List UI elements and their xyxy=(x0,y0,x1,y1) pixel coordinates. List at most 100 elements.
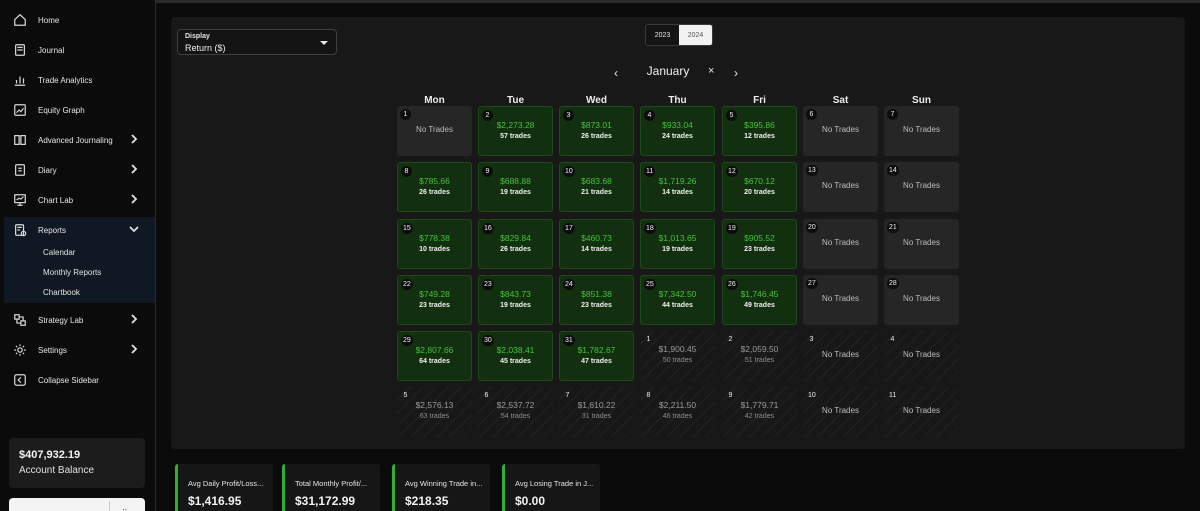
sidebar-item-chart-lab[interactable]: Chart Lab xyxy=(0,185,155,215)
calendar-day-cell[interactable]: 7 $1,610.22 31 trades xyxy=(559,387,634,437)
no-trades-label: No Trades xyxy=(903,125,940,134)
calendar-day-cell[interactable]: 2 $2,059.50 51 trades xyxy=(722,331,797,381)
top-bar xyxy=(156,0,1200,3)
sidebar-subitem-monthly-reports[interactable]: Monthly Reports xyxy=(43,268,102,277)
calendar-day-cell[interactable]: 10 $683.68 21 trades xyxy=(559,162,634,212)
chevron-right-icon xyxy=(129,164,141,176)
day-pnl: $683.68 xyxy=(581,176,612,186)
day-number: 9 xyxy=(482,166,493,177)
calendar-day-cell[interactable]: 28 No Trades xyxy=(884,275,959,325)
calendar-day-cell[interactable]: 21 No Trades xyxy=(884,219,959,269)
calendar-day-cell[interactable]: 20 No Trades xyxy=(803,219,878,269)
sidebar-subitem-chartbook[interactable]: Chartbook xyxy=(43,288,80,297)
calendar-day-cell[interactable]: 10 No Trades xyxy=(803,387,878,437)
day-number: 7 xyxy=(565,392,570,399)
year-button-2024[interactable]: 2024 xyxy=(679,25,712,45)
day-number: 1 xyxy=(646,336,651,343)
calendar-day-cell[interactable]: 29 $2,807.66 64 trades xyxy=(397,331,472,381)
next-month-button[interactable]: › xyxy=(734,66,738,80)
account-selector-divider xyxy=(109,501,110,511)
calendar-day-cell[interactable]: 8 $785.66 26 trades xyxy=(397,162,472,212)
sidebar-item-journal[interactable]: Journal xyxy=(0,35,155,65)
calendar-day-cell[interactable]: 17 $460.73 14 trades xyxy=(559,219,634,269)
calendar-day-cell[interactable]: 15 $778.38 10 trades xyxy=(397,219,472,269)
weekday-mon: Mon xyxy=(424,95,445,106)
calendar-day-cell[interactable]: 1 No Trades xyxy=(397,106,472,156)
calendar-day-cell[interactable]: 9 $1,779.71 42 trades xyxy=(722,387,797,437)
clear-month-button[interactable]: × xyxy=(708,65,715,77)
calendar-day-cell[interactable]: 3 $873.01 26 trades xyxy=(559,106,634,156)
prev-month-button[interactable]: ‹ xyxy=(614,66,618,80)
day-number: 14 xyxy=(887,165,899,176)
sidebar-item-trade-analytics[interactable]: Trade Analytics xyxy=(0,65,155,95)
day-pnl: $933.04 xyxy=(662,120,693,130)
day-number: 13 xyxy=(806,165,818,176)
day-trade-count: 57 trades xyxy=(500,133,531,140)
sidebar-item-collapse[interactable]: Collapse Sidebar xyxy=(0,365,155,395)
day-number: 9 xyxy=(728,392,733,399)
day-pnl: $851.38 xyxy=(581,289,612,299)
day-number: 16 xyxy=(482,223,494,234)
calendar-day-cell[interactable]: 11 No Trades xyxy=(884,387,959,437)
day-trade-count: 44 trades xyxy=(662,302,693,309)
calendar-day-cell[interactable]: 13 No Trades xyxy=(803,162,878,212)
line-chart-icon xyxy=(12,103,27,118)
diary-icon xyxy=(12,163,27,178)
calendar-day-cell[interactable]: 19 $905.52 23 trades xyxy=(722,219,797,269)
day-trade-count: 21 trades xyxy=(581,189,612,196)
chevron-right-icon xyxy=(129,194,141,206)
sidebar-item-diary[interactable]: Diary xyxy=(0,155,155,185)
calendar-day-cell[interactable]: 4 No Trades xyxy=(884,331,959,381)
calendar-day-cell[interactable]: 2 $2,273.28 57 trades xyxy=(478,106,553,156)
sidebar-item-advanced-journaling[interactable]: Advanced Journaling xyxy=(0,125,155,155)
calendar-day-cell[interactable]: 11 $1,719.26 14 trades xyxy=(640,162,715,212)
calendar-day-cell[interactable]: 6 No Trades xyxy=(803,106,878,156)
year-button-2023[interactable]: 2023 xyxy=(646,25,679,45)
day-trade-count: 10 trades xyxy=(419,246,450,253)
calendar-day-cell[interactable]: 23 $843.73 19 trades xyxy=(478,275,553,325)
calendar-day-cell[interactable]: 1 $1,900.45 50 trades xyxy=(640,331,715,381)
calendar-day-cell[interactable]: 30 $2,038.41 45 trades xyxy=(478,331,553,381)
sidebar-item-label: Diary xyxy=(38,165,57,175)
calendar-day-cell[interactable]: 9 $688.88 19 trades xyxy=(478,162,553,212)
sidebar-item-home[interactable]: Home xyxy=(0,5,155,35)
calendar-day-cell[interactable]: 3 No Trades xyxy=(803,331,878,381)
calendar-day-cell[interactable]: 14 No Trades xyxy=(884,162,959,212)
display-label: Display xyxy=(185,33,210,40)
calendar-day-cell[interactable]: 31 $1,782.67 47 trades xyxy=(559,331,634,381)
sidebar-item-strategy-lab[interactable]: Strategy Lab xyxy=(0,305,155,335)
sidebar-item-settings[interactable]: Settings xyxy=(0,335,155,365)
calendar-day-cell[interactable]: 25 $7,342.50 44 trades xyxy=(640,275,715,325)
expand-icon[interactable]: ·· xyxy=(122,505,128,511)
day-pnl: $670.12 xyxy=(744,176,775,186)
calendar-day-cell[interactable]: 16 $829.84 26 trades xyxy=(478,219,553,269)
stat-value: $31,172.99 xyxy=(295,494,356,508)
calendar-day-cell[interactable]: 4 $933.04 24 trades xyxy=(640,106,715,156)
day-trade-count: 23 trades xyxy=(744,246,775,253)
day-pnl: $905.52 xyxy=(744,233,775,243)
sidebar-item-label: Journal xyxy=(38,45,65,55)
sidebar-subitem-calendar[interactable]: Calendar xyxy=(43,248,76,257)
calendar-day-cell[interactable]: 8 $2,211.50 46 trades xyxy=(640,387,715,437)
day-number: 7 xyxy=(887,109,898,120)
sidebar-item-equity-graph[interactable]: Equity Graph xyxy=(0,95,155,125)
calendar-day-cell[interactable]: 5 $395.86 12 trades xyxy=(722,106,797,156)
calendar-day-cell[interactable]: 24 $851.38 23 trades xyxy=(559,275,634,325)
account-selector[interactable]: ·· xyxy=(9,498,145,511)
calendar-day-cell[interactable]: 18 $1,013.65 19 trades xyxy=(640,219,715,269)
calendar-day-cell[interactable]: 26 $1,746.45 49 trades xyxy=(722,275,797,325)
day-pnl: $2,211.50 xyxy=(658,400,697,410)
calendar-day-cell[interactable]: 12 $670.12 20 trades xyxy=(722,162,797,212)
day-pnl: $829.84 xyxy=(500,233,531,243)
sidebar-item-reports[interactable]: Reports xyxy=(0,215,155,245)
stat-card-avg-winning: Avg Winning Trade in... $218.35 xyxy=(392,464,490,511)
day-trade-count: 49 trades xyxy=(744,302,775,309)
day-trade-count: 23 trades xyxy=(581,302,612,309)
day-trade-count: 26 trades xyxy=(500,246,531,253)
calendar-day-cell[interactable]: 7 No Trades xyxy=(884,106,959,156)
calendar-day-cell[interactable]: 22 $749.28 23 trades xyxy=(397,275,472,325)
calendar-day-cell[interactable]: 5 $2,576.13 63 trades xyxy=(397,387,472,437)
calendar-day-cell[interactable]: 27 No Trades xyxy=(803,275,878,325)
display-select[interactable]: Display Return ($) xyxy=(177,29,337,55)
calendar-day-cell[interactable]: 6 $2,537.72 54 trades xyxy=(478,387,553,437)
